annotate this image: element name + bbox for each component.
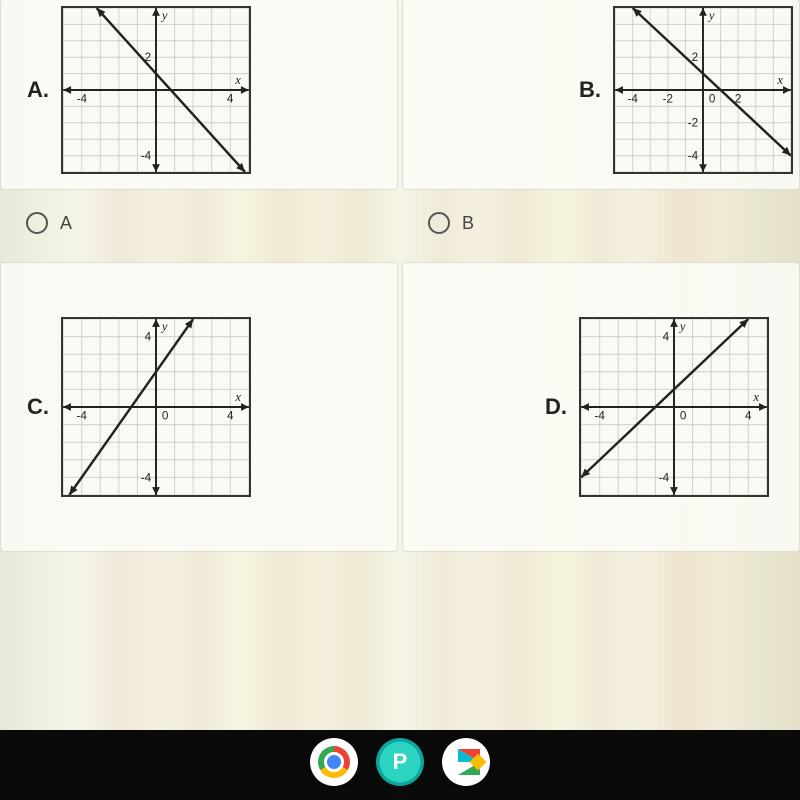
graph-svg-b: -4-2022-2-4xy [615,8,791,172]
svg-text:-2: -2 [688,116,698,129]
svg-text:-4: -4 [77,92,88,105]
radio-row-a[interactable]: A [0,194,398,258]
svg-text:-4: -4 [628,92,639,105]
radio-label-a: A [60,213,72,234]
peardeck-icon[interactable]: P [376,738,424,786]
svg-text:4: 4 [663,331,670,344]
svg-text:-4: -4 [594,410,605,423]
svg-text:4: 4 [145,331,152,344]
graph-svg-c: -4 0 4 4 -4 x y [63,319,249,495]
option-card-d[interactable]: D. -4 0 4 4 -4 x y [402,262,800,552]
svg-text:-4: -4 [76,410,87,423]
svg-text:y: y [707,8,715,22]
option-card-c[interactable]: C. -4 0 4 4 -4 x y [0,262,398,552]
svg-text:-4: -4 [141,149,152,162]
svg-text:2: 2 [692,51,699,64]
svg-text:y: y [678,320,686,334]
option-letter-b: B. [573,77,601,103]
graph-d: -4 0 4 4 -4 x y [579,317,769,497]
svg-text:0: 0 [162,410,169,423]
svg-text:x: x [776,73,783,87]
option-card-b[interactable]: B. -4-2022-2-4xy [402,0,800,190]
svg-text:x: x [234,73,241,87]
radio-a[interactable] [26,212,48,234]
svg-text:x: x [752,390,759,404]
svg-text:0: 0 [709,92,716,105]
svg-text:y: y [160,320,168,334]
option-letter-c: C. [21,394,49,420]
svg-text:y: y [160,8,168,22]
option-letter-d: D. [539,394,567,420]
option-letter-a: A. [21,77,49,103]
radio-b[interactable] [428,212,450,234]
option-card-a[interactable]: A. -442-4xy [0,0,398,190]
chrome-icon[interactable] [310,738,358,786]
svg-text:-4: -4 [659,471,670,484]
graph-svg-d: -4 0 4 4 -4 x y [581,319,767,495]
quiz-options-grid: A. -442-4xy B. -4-2022-2-4xy A B C. -404… [0,0,800,552]
svg-text:0: 0 [680,410,687,423]
svg-text:4: 4 [745,410,752,423]
svg-text:4: 4 [227,92,234,105]
graph-svg-a: -442-4xy [63,8,249,172]
svg-text:-2: -2 [663,92,673,105]
taskbar: P [0,732,800,792]
graph-a: -442-4xy [61,6,251,174]
svg-text:4: 4 [227,410,234,423]
playstore-icon[interactable] [442,738,490,786]
radio-label-b: B [462,213,474,234]
graph-c: -4 0 4 4 -4 x y [61,317,251,497]
svg-text:-4: -4 [688,149,699,162]
radio-row-b[interactable]: B [402,194,800,258]
svg-text:-4: -4 [141,471,152,484]
svg-text:x: x [234,390,241,404]
graph-b: -4-2022-2-4xy [613,6,793,174]
